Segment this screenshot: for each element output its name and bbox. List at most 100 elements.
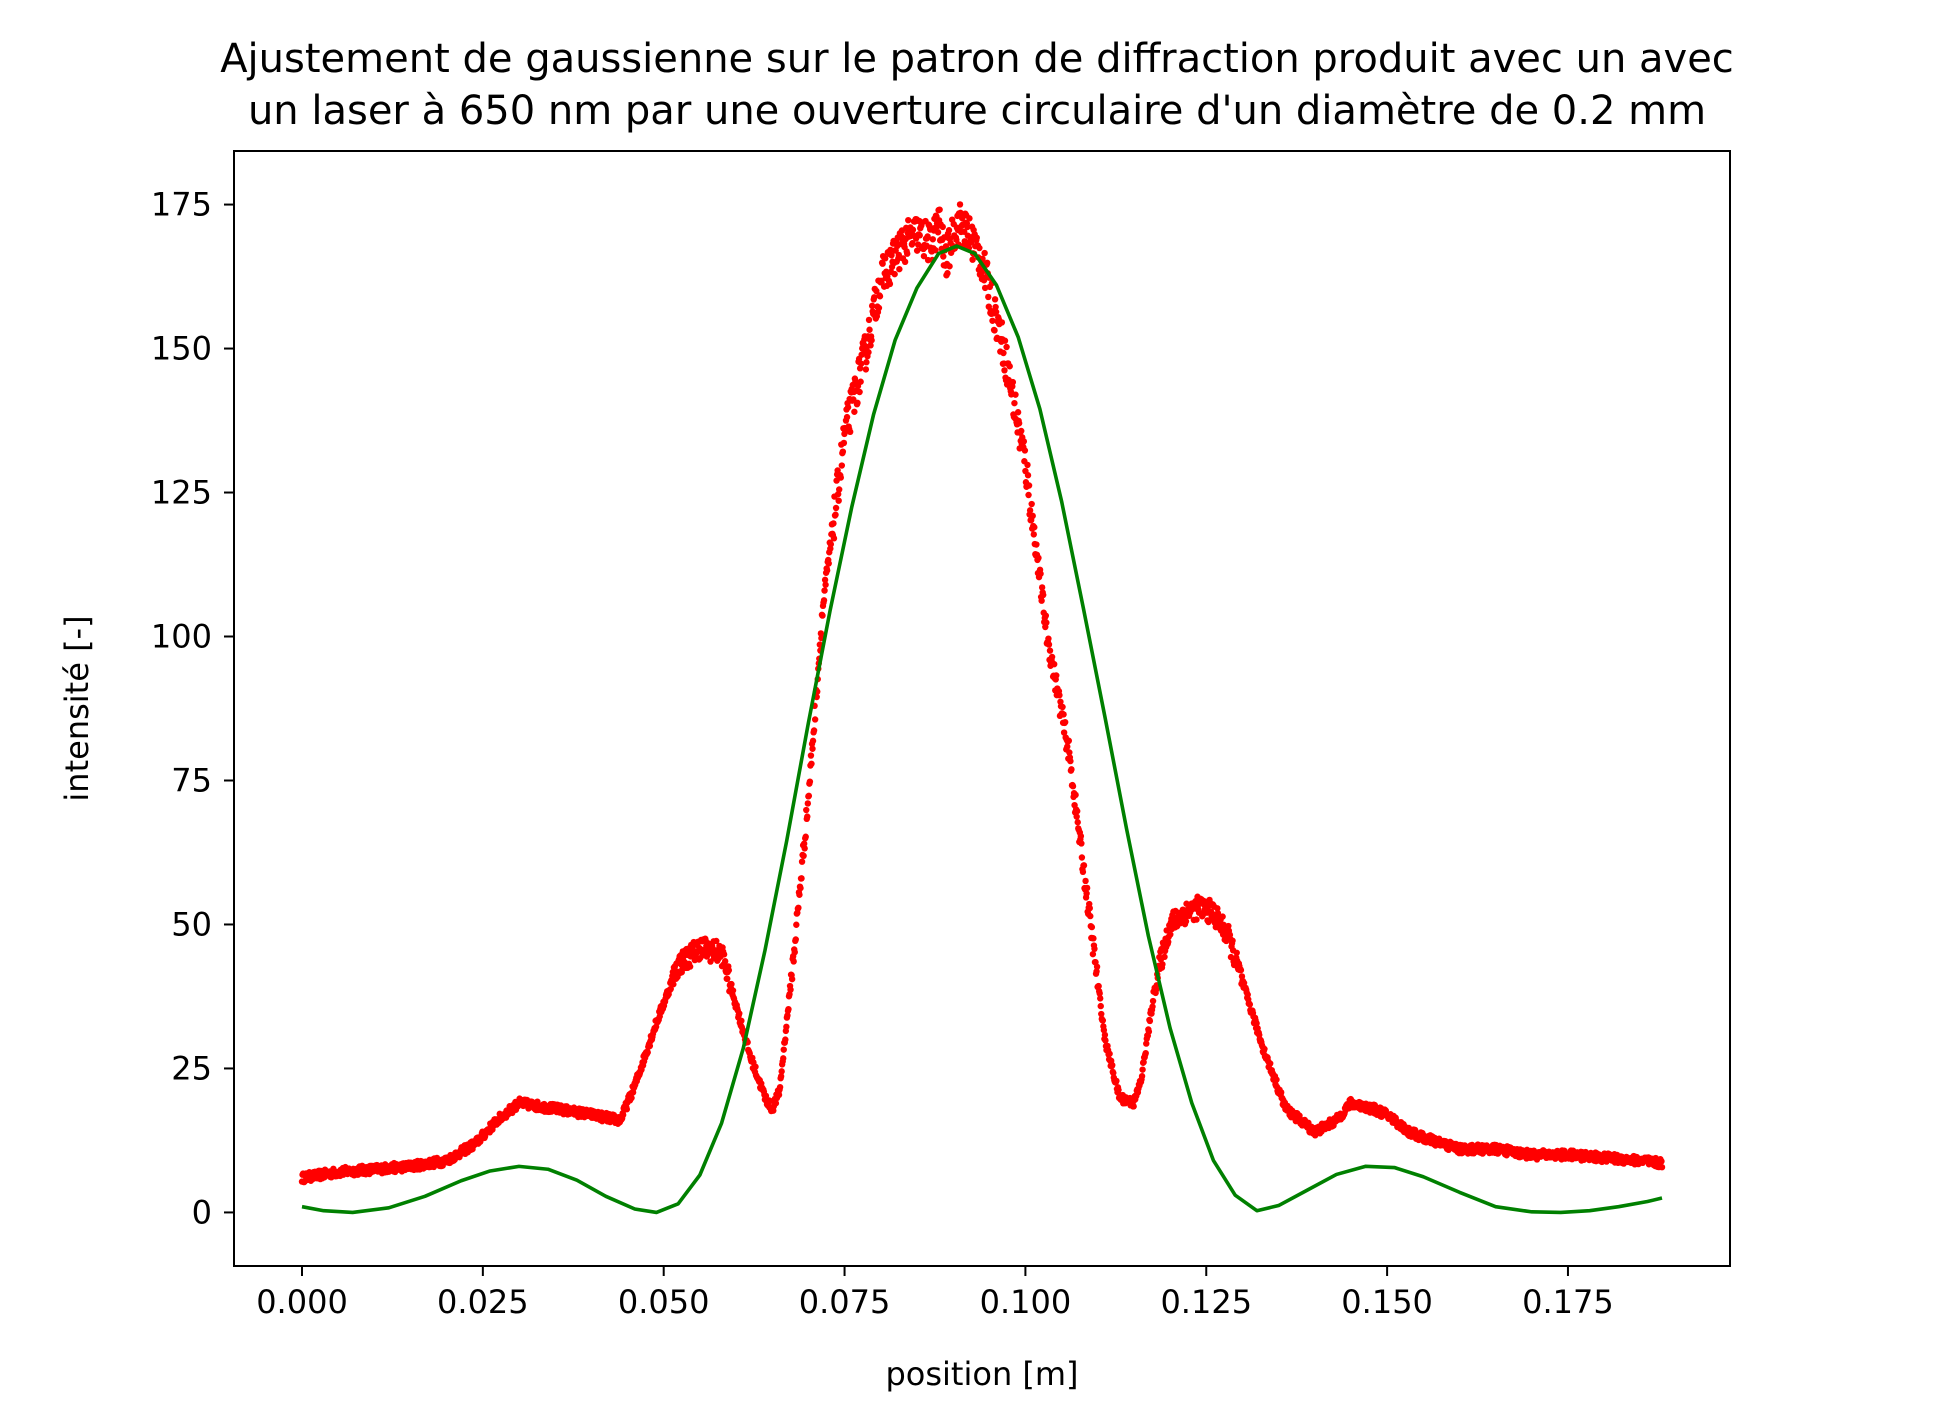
y-axis-label: intensité [-] bbox=[58, 615, 96, 801]
data-point bbox=[909, 240, 916, 247]
data-point bbox=[1069, 783, 1077, 790]
data-point bbox=[929, 236, 937, 243]
data-point bbox=[1214, 905, 1221, 912]
data-point bbox=[1163, 927, 1170, 934]
y-tick-label: 75 bbox=[171, 761, 212, 799]
y-tick-label: 50 bbox=[171, 905, 212, 943]
data-point bbox=[944, 270, 951, 277]
data-point bbox=[1115, 1086, 1122, 1094]
data-point bbox=[797, 884, 804, 892]
data-point bbox=[628, 1094, 635, 1102]
data-point bbox=[805, 792, 813, 800]
data-point bbox=[1060, 711, 1067, 718]
data-point bbox=[854, 399, 861, 407]
data-point bbox=[778, 1068, 785, 1075]
data-point bbox=[1038, 597, 1045, 604]
data-point bbox=[1278, 1089, 1285, 1096]
data-point bbox=[802, 833, 809, 840]
data-point bbox=[844, 404, 852, 411]
x-tick-label: 0.100 bbox=[980, 1283, 1072, 1321]
data-point bbox=[964, 223, 971, 231]
data-point bbox=[646, 1042, 654, 1050]
data-point bbox=[809, 745, 816, 752]
data-point bbox=[1031, 524, 1038, 531]
data-point bbox=[876, 293, 884, 300]
x-tick-label: 0.000 bbox=[256, 1283, 348, 1321]
data-point bbox=[1093, 968, 1100, 975]
data-point bbox=[1043, 619, 1050, 626]
data-point bbox=[1012, 391, 1019, 398]
x-tick-label: 0.125 bbox=[1160, 1283, 1252, 1321]
data-point bbox=[1097, 1002, 1104, 1010]
data-point bbox=[851, 408, 858, 415]
data-point bbox=[1000, 349, 1007, 357]
data-point bbox=[879, 260, 886, 267]
data-point bbox=[1080, 862, 1088, 869]
data-point bbox=[1065, 737, 1073, 744]
data-point bbox=[946, 263, 953, 270]
data-point bbox=[1003, 343, 1010, 351]
data-point bbox=[1053, 672, 1060, 679]
data-point bbox=[788, 975, 796, 983]
data-point bbox=[793, 921, 800, 928]
data-point bbox=[863, 359, 870, 366]
data-point bbox=[868, 337, 875, 344]
data-point bbox=[720, 951, 728, 958]
data-point bbox=[832, 511, 839, 518]
data-point bbox=[945, 227, 953, 234]
data-point bbox=[1267, 1060, 1274, 1067]
data-point bbox=[956, 201, 964, 208]
data-point bbox=[1109, 1061, 1116, 1069]
data-point bbox=[1077, 832, 1085, 840]
data-point bbox=[1138, 1072, 1146, 1080]
data-point bbox=[795, 904, 802, 912]
data-point bbox=[856, 388, 863, 396]
data-point bbox=[976, 244, 983, 252]
data-point bbox=[777, 1073, 785, 1080]
data-point bbox=[992, 308, 1000, 316]
data-point bbox=[920, 252, 928, 260]
data-point bbox=[1229, 937, 1236, 944]
y-axis: 0 25 50 75 100 125 150 175 bbox=[151, 186, 234, 1231]
y-tick-label: 25 bbox=[171, 1049, 212, 1087]
data-point bbox=[883, 268, 890, 275]
data-point bbox=[1068, 766, 1075, 773]
data-point bbox=[1035, 554, 1042, 562]
data-point bbox=[1139, 1066, 1146, 1073]
data-point bbox=[981, 249, 988, 257]
data-point bbox=[973, 234, 980, 241]
data-point bbox=[1233, 949, 1240, 956]
data-point bbox=[738, 1017, 745, 1024]
data-point bbox=[905, 216, 912, 224]
data-point bbox=[1011, 399, 1018, 407]
data-point bbox=[785, 1005, 792, 1013]
data-point bbox=[1161, 953, 1168, 961]
data-point bbox=[686, 963, 694, 970]
data-point bbox=[803, 806, 810, 814]
x-tick-label: 0.075 bbox=[799, 1283, 891, 1321]
data-point bbox=[1066, 749, 1073, 756]
data-point bbox=[1033, 541, 1040, 548]
data-point bbox=[887, 246, 894, 254]
data-point bbox=[857, 378, 864, 385]
data-point bbox=[1167, 931, 1174, 938]
data-point bbox=[1079, 868, 1087, 876]
data-point bbox=[865, 316, 873, 324]
data-point bbox=[800, 852, 807, 860]
data-point bbox=[1025, 482, 1033, 489]
data-point bbox=[619, 1111, 627, 1119]
data-point bbox=[644, 1049, 651, 1056]
x-tick-label: 0.025 bbox=[437, 1283, 529, 1321]
data-point bbox=[857, 360, 865, 367]
data-point bbox=[1087, 912, 1094, 920]
data-point bbox=[1030, 531, 1037, 538]
data-point bbox=[1273, 1076, 1280, 1083]
y-tick-label: 175 bbox=[151, 186, 212, 224]
data-point bbox=[985, 293, 992, 301]
data-point bbox=[821, 576, 829, 584]
data-point bbox=[1244, 991, 1251, 998]
data-point bbox=[1001, 367, 1008, 374]
data-point bbox=[1078, 854, 1086, 861]
data-point bbox=[867, 342, 874, 349]
chart-title-line: Ajustement de gaussienne sur le patron d… bbox=[220, 36, 1734, 82]
